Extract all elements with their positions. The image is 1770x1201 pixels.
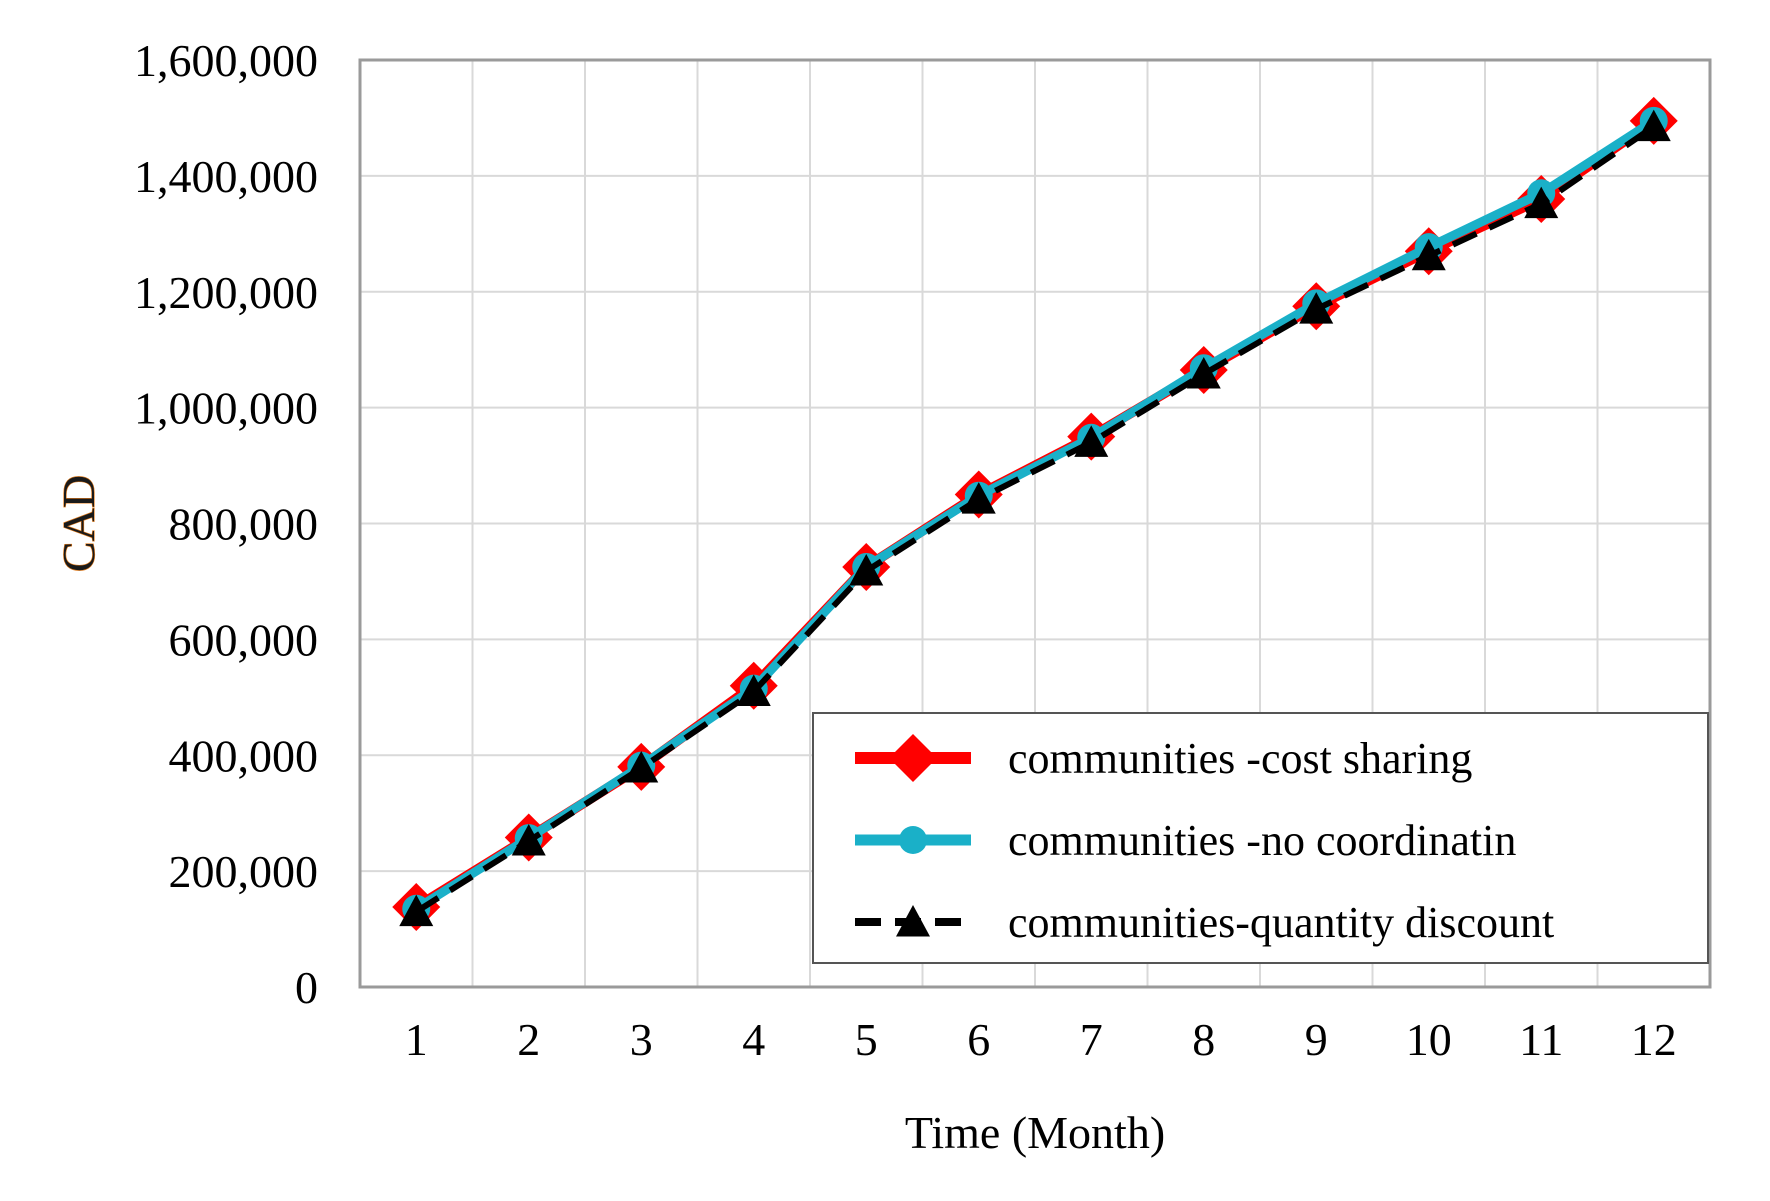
legend-label: communities -cost sharing [1008, 734, 1472, 783]
y-tick-label: 1,200,000 [134, 267, 318, 318]
x-tick-label: 2 [517, 1014, 540, 1065]
x-tick-label: 5 [855, 1014, 878, 1065]
y-tick-label: 600,000 [169, 614, 319, 665]
y-tick-label: 0 [295, 962, 318, 1013]
data-point-triangle [399, 894, 434, 927]
x-tick-label: 10 [1406, 1014, 1452, 1065]
y-tick-label: 800,000 [169, 499, 319, 550]
legend-label: communities-quantity discount [1008, 898, 1554, 947]
y-tick-label: 400,000 [169, 730, 319, 781]
series-3 [399, 109, 1671, 927]
x-axis-title: Time (Month) [905, 1107, 1165, 1158]
x-tick-label: 3 [630, 1014, 653, 1065]
series-line [414, 124, 1656, 915]
legend-item: communities -no coordinatin [855, 816, 1516, 865]
data-point-triangle [849, 554, 884, 586]
plot-area-border [358, 58, 1712, 989]
legend-label: communities -no coordinatin [1008, 816, 1516, 865]
y-tick-label: 1,400,000 [134, 151, 318, 202]
x-tick-label: 4 [742, 1014, 765, 1065]
legend-item: communities-quantity discount [855, 898, 1554, 947]
x-tick-label: 12 [1631, 1014, 1677, 1065]
series-group [392, 96, 1678, 932]
data-point-triangle [1299, 292, 1334, 324]
data-point-triangle [624, 750, 659, 783]
y-tick-label: 1,000,000 [134, 383, 318, 434]
x-axis-ticks: 1 2 3 4 5 6 7 8 9 10 11 12 [405, 1014, 1677, 1065]
data-point-triangle [1636, 109, 1671, 142]
legend-marker-diamond [889, 734, 937, 782]
x-tick-label: 7 [1080, 1014, 1103, 1065]
data-point-triangle [511, 823, 546, 856]
x-tick-label: 11 [1519, 1014, 1563, 1065]
x-tick-label: 1 [405, 1014, 428, 1065]
data-point-triangle [1074, 425, 1109, 457]
y-tick-label: 1,600,000 [134, 35, 318, 86]
legend-marker-triangle [896, 905, 930, 937]
x-tick-label: 6 [967, 1014, 990, 1065]
y-tick-label: 200,000 [169, 846, 319, 897]
y-axis-ticks: 0 200,000 400,000 600,000 800,000 1,000,000 1,… [134, 35, 318, 1013]
legend: communities -cost sharing communities -no… [812, 712, 1709, 964]
x-tick-label: 9 [1305, 1014, 1328, 1065]
data-point-triangle [1186, 357, 1221, 389]
y-axis-title: CAD [53, 475, 104, 572]
x-tick-label: 8 [1192, 1014, 1215, 1065]
legend-item: communities -cost sharing [855, 734, 1472, 783]
data-point-triangle [1524, 186, 1559, 219]
data-point-triangle [1411, 238, 1446, 271]
data-point-triangle [961, 482, 996, 514]
data-point-triangle [736, 674, 771, 706]
legend-marker-circle [899, 826, 927, 854]
